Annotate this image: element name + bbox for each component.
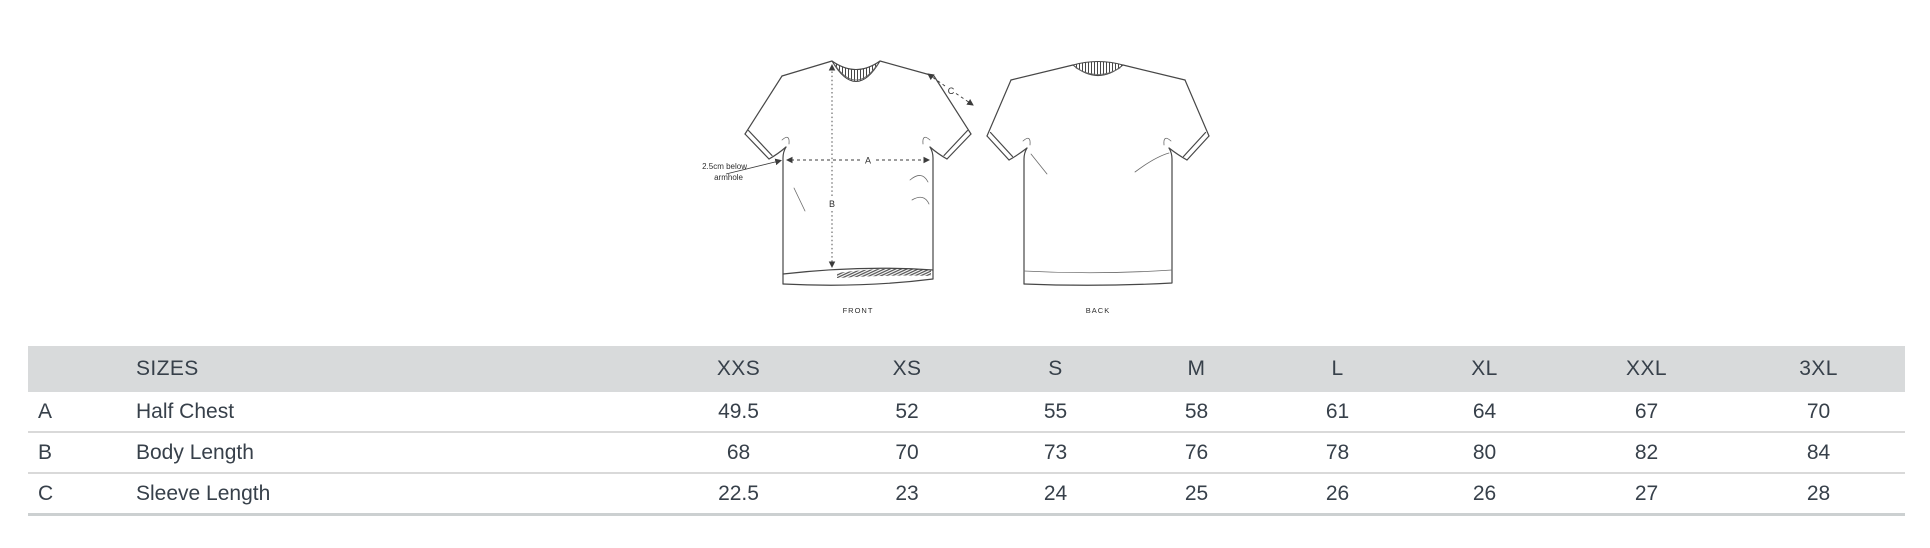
measure-b-arrow: B [828, 63, 836, 269]
front-collar [831, 60, 881, 82]
measurement-name: Sleeve Length [108, 473, 648, 516]
armhole-note: 2.5cm below armhole [702, 158, 782, 182]
front-view-label: FRONT [842, 306, 874, 315]
size-col-header-m: M [1126, 346, 1267, 392]
header-letter-spacer [28, 346, 108, 392]
size-col-header-l: L [1267, 346, 1408, 392]
measurement-value: 82 [1561, 432, 1732, 474]
back-collar [1071, 60, 1125, 77]
measurement-value: 61 [1267, 392, 1408, 433]
armhole-note-line2: armhole [714, 173, 743, 182]
front-hem-shading [837, 268, 931, 278]
measurement-value: 49.5 [648, 392, 829, 433]
armhole-note-arrow [725, 158, 782, 175]
measurement-value: 58 [1126, 392, 1267, 433]
measurement-value: 24 [985, 473, 1126, 516]
measurement-value: 55 [985, 392, 1126, 433]
measurement-value: 73 [985, 432, 1126, 474]
measurement-name: Body Length [108, 432, 648, 474]
sizes-title: SIZES [108, 346, 648, 392]
armhole-note-line1: 2.5cm below [702, 162, 747, 171]
table-header-row: SIZES XXS XS S M L XL XXL 3XL [28, 346, 1905, 392]
size-table: SIZES XXS XS S M L XL XXL 3XL A Half Che… [28, 346, 1905, 516]
measurement-value: 67 [1561, 392, 1732, 433]
measure-a-label: A [865, 156, 871, 166]
measurement-value: 80 [1408, 432, 1561, 474]
measurement-value: 76 [1126, 432, 1267, 474]
table-row-body-length: B Body Length 68 70 73 76 78 80 82 84 [28, 432, 1905, 474]
size-col-header-xxl: XXL [1561, 346, 1732, 392]
measurement-value: 70 [829, 432, 985, 474]
size-col-header-xs: XS [829, 346, 985, 392]
size-col-header-xxs: XXS [648, 346, 829, 392]
size-col-header-xl: XL [1408, 346, 1561, 392]
measurement-value: 25 [1126, 473, 1267, 516]
measure-a-arrow: A [785, 156, 931, 166]
measurement-value: 78 [1267, 432, 1408, 474]
front-shirt-outline [744, 60, 972, 286]
front-shirt-diagram: A B C 2.5cm below armhole [702, 60, 974, 286]
back-shirt-diagram [986, 60, 1210, 286]
table-row-half-chest: A Half Chest 49.5 52 55 58 61 64 67 70 [28, 392, 1905, 433]
measurement-name: Half Chest [108, 392, 648, 433]
table-row-sleeve-length: C Sleeve Length 22.5 23 24 25 26 26 27 2… [28, 473, 1905, 516]
measurement-value: 64 [1408, 392, 1561, 433]
back-view-label: BACK [1085, 306, 1111, 315]
row-letter: C [28, 473, 108, 516]
measure-c-label: C [948, 86, 955, 96]
size-col-header-3xl: 3XL [1732, 346, 1905, 392]
row-letter: B [28, 432, 108, 474]
measurement-value: 22.5 [648, 473, 829, 516]
measurement-value: 26 [1408, 473, 1561, 516]
measurement-value: 68 [648, 432, 829, 474]
measurement-value: 26 [1267, 473, 1408, 516]
measurement-value: 27 [1561, 473, 1732, 516]
measurement-value: 84 [1732, 432, 1905, 474]
measurement-value: 52 [829, 392, 985, 433]
measurement-value: 23 [829, 473, 985, 516]
size-col-header-s: S [985, 346, 1126, 392]
measurement-value: 28 [1732, 473, 1905, 516]
measurement-value: 70 [1732, 392, 1905, 433]
measure-c-arrow: C [927, 73, 974, 106]
back-shirt-outline [986, 64, 1210, 286]
row-letter: A [28, 392, 108, 433]
measure-b-label: B [829, 199, 835, 209]
